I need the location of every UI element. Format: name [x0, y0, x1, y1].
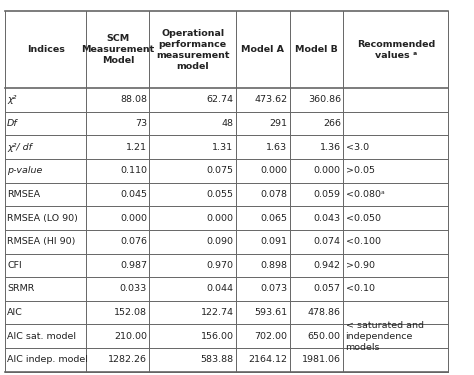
Text: 156.00: 156.00: [201, 332, 234, 340]
Text: 478.86: 478.86: [308, 308, 341, 317]
Text: 1.31: 1.31: [212, 142, 234, 152]
Text: 0.090: 0.090: [207, 237, 234, 246]
Text: Model B: Model B: [295, 45, 338, 54]
Text: <0.080ᵃ: <0.080ᵃ: [346, 190, 384, 199]
Text: >0.90: >0.90: [346, 261, 374, 270]
Text: 593.61: 593.61: [254, 308, 287, 317]
Text: 122.74: 122.74: [201, 308, 234, 317]
Text: SRMR: SRMR: [7, 284, 35, 293]
Text: 0.942: 0.942: [314, 261, 341, 270]
Text: Operational
performance
measurement
model: Operational performance measurement mode…: [156, 28, 229, 71]
Text: CFI: CFI: [7, 261, 22, 270]
Text: 2164.12: 2164.12: [248, 356, 287, 364]
Text: 360.86: 360.86: [308, 96, 341, 104]
Text: p-value: p-value: [7, 166, 43, 175]
Text: 1.63: 1.63: [266, 142, 287, 152]
Text: 0.073: 0.073: [260, 284, 287, 293]
Text: < saturated and
independence
models: < saturated and independence models: [346, 321, 424, 352]
Text: <0.050: <0.050: [346, 214, 381, 223]
Text: 0.000: 0.000: [207, 214, 234, 223]
Text: RMSEA (HI 90): RMSEA (HI 90): [7, 237, 75, 246]
Text: 583.88: 583.88: [201, 356, 234, 364]
Text: 650.00: 650.00: [308, 332, 341, 340]
Text: 0.057: 0.057: [314, 284, 341, 293]
Text: 0.044: 0.044: [207, 284, 234, 293]
Text: 0.065: 0.065: [260, 214, 287, 223]
Text: 291: 291: [269, 119, 287, 128]
Text: 266: 266: [323, 119, 341, 128]
Text: Model A: Model A: [241, 45, 284, 54]
Text: 0.074: 0.074: [314, 237, 341, 246]
Text: <0.10: <0.10: [346, 284, 374, 293]
Text: 473.62: 473.62: [254, 96, 287, 104]
Text: Recommended
values ᵃ: Recommended values ᵃ: [356, 40, 435, 60]
Text: AIC sat. model: AIC sat. model: [7, 332, 76, 340]
Text: 1.21: 1.21: [126, 142, 147, 152]
Text: 0.076: 0.076: [120, 237, 147, 246]
Text: AIC indep. model: AIC indep. model: [7, 356, 88, 364]
Text: 210.00: 210.00: [114, 332, 147, 340]
Text: 0.000: 0.000: [120, 214, 147, 223]
Text: Df: Df: [7, 119, 18, 128]
Text: <0.100: <0.100: [346, 237, 381, 246]
Text: 0.000: 0.000: [260, 166, 287, 175]
Text: 88.08: 88.08: [120, 96, 147, 104]
Text: >0.05: >0.05: [346, 166, 374, 175]
Text: RMSEA: RMSEA: [7, 190, 40, 199]
Text: 0.075: 0.075: [207, 166, 234, 175]
Text: AIC: AIC: [7, 308, 23, 317]
Text: <3.0: <3.0: [346, 142, 369, 152]
Text: 702.00: 702.00: [254, 332, 287, 340]
Text: 73: 73: [135, 119, 147, 128]
Text: 1282.26: 1282.26: [108, 356, 147, 364]
Text: 1.36: 1.36: [320, 142, 341, 152]
Text: SCM
Measurement
Model: SCM Measurement Model: [82, 34, 155, 65]
Text: 0.091: 0.091: [260, 237, 287, 246]
Text: 0.033: 0.033: [120, 284, 147, 293]
Text: 0.000: 0.000: [314, 166, 341, 175]
Text: Indices: Indices: [27, 45, 64, 54]
Text: 48: 48: [221, 119, 234, 128]
Text: 0.055: 0.055: [207, 190, 234, 199]
Text: 152.08: 152.08: [114, 308, 147, 317]
Text: 0.078: 0.078: [260, 190, 287, 199]
Text: RMSEA (LO 90): RMSEA (LO 90): [7, 214, 78, 223]
Text: 0.987: 0.987: [120, 261, 147, 270]
Text: 0.898: 0.898: [260, 261, 287, 270]
Text: 0.110: 0.110: [120, 166, 147, 175]
Text: χ²/ df: χ²/ df: [7, 142, 32, 152]
Text: 0.059: 0.059: [314, 190, 341, 199]
Text: 0.970: 0.970: [207, 261, 234, 270]
Text: 0.043: 0.043: [314, 214, 341, 223]
Text: 1981.06: 1981.06: [302, 356, 341, 364]
Text: χ²: χ²: [7, 96, 17, 104]
Text: 0.045: 0.045: [120, 190, 147, 199]
Text: 62.74: 62.74: [207, 96, 234, 104]
